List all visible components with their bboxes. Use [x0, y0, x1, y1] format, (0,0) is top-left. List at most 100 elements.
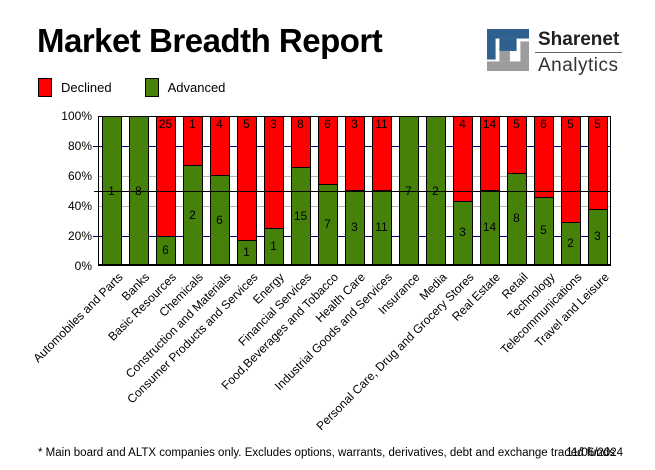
- advanced-segment: 11: [371, 190, 392, 265]
- advanced-value-label: 8: [135, 183, 142, 198]
- advanced-segment: 6: [209, 175, 230, 265]
- declined-value-label: 5: [567, 117, 574, 131]
- declined-segment: 5: [587, 116, 608, 210]
- advanced-segment: 2: [560, 222, 581, 265]
- declined-value-label: 3: [351, 117, 358, 131]
- declined-segment: 8: [290, 116, 311, 169]
- declined-swatch: [38, 78, 52, 97]
- advanced-value-label: 3: [594, 229, 601, 244]
- declined-segment: 11: [371, 116, 392, 191]
- declined-value-label: 14: [482, 117, 497, 131]
- x-axis-label: Automobiles and Parts: [30, 270, 126, 366]
- advanced-segment: 6: [155, 235, 176, 265]
- advanced-value-label: 3: [459, 225, 466, 240]
- advanced-segment: 15: [290, 167, 311, 265]
- y-axis-label: 20%: [67, 229, 92, 243]
- sharenet-logo-icon: [487, 29, 529, 71]
- sharenet-logo: Sharenet Analytics: [487, 29, 623, 76]
- logo-brand-sub: Analytics: [538, 55, 619, 76]
- advanced-value-label: 8: [513, 211, 520, 226]
- advanced-segment: 5: [533, 196, 554, 265]
- y-axis-label: 60%: [67, 169, 92, 183]
- advanced-segment: 3: [587, 208, 608, 265]
- advanced-segment: 7: [317, 184, 338, 265]
- declined-segment: 1: [182, 116, 203, 166]
- logo-text: Sharenet Analytics: [535, 29, 623, 76]
- advanced-value-label: 1: [108, 183, 115, 198]
- y-axis-label: 0%: [74, 259, 92, 273]
- declined-value-label: 3: [270, 117, 277, 131]
- advanced-value-label: 2: [189, 207, 196, 222]
- declined-value-label: 4: [459, 117, 466, 131]
- advanced-segment: 2: [182, 165, 203, 265]
- advanced-value-label: 6: [216, 212, 223, 227]
- bar-10: 11 11: [371, 116, 392, 266]
- legend-item-advanced: Advanced: [144, 78, 226, 97]
- advanced-value-label: 1: [243, 245, 250, 259]
- page-title: Market Breadth Report: [37, 22, 383, 59]
- advanced-value-label: 14: [482, 220, 497, 234]
- legend-item-declined: Declined: [38, 78, 112, 97]
- advanced-value-label: 2: [432, 183, 439, 198]
- advanced-segment: 3: [344, 190, 365, 265]
- declined-segment: 3: [263, 116, 284, 229]
- declined-value-label: 5: [513, 117, 520, 131]
- declined-segment: 5: [560, 116, 581, 224]
- declined-value-label: 4: [216, 117, 223, 131]
- advanced-value-label: 7: [324, 217, 331, 232]
- y-axis-label: 100%: [61, 109, 92, 123]
- advanced-value-label: 15: [293, 208, 308, 223]
- advanced-segment: 1: [236, 240, 257, 265]
- bar-14: 14 14: [479, 116, 500, 266]
- declined-value-label: 25: [158, 117, 173, 131]
- advanced-value-label: 5: [540, 223, 547, 238]
- declined-segment: 6: [317, 116, 338, 186]
- advanced-swatch: [144, 78, 159, 97]
- advanced-segment: 8: [506, 172, 527, 265]
- declined-value-label: 5: [594, 117, 601, 131]
- declined-segment: 3: [344, 116, 365, 191]
- declined-value-label: 5: [243, 117, 250, 131]
- declined-segment: 5: [506, 116, 527, 174]
- advanced-value-label: 11: [375, 220, 388, 234]
- advanced-segment: 1: [263, 227, 284, 265]
- advanced-segment: 3: [452, 200, 473, 265]
- logo-brand-name: Sharenet: [535, 29, 623, 53]
- declined-segment: 4: [452, 116, 473, 202]
- declined-segment: 14: [479, 116, 500, 191]
- advanced-value-label: 6: [162, 242, 169, 257]
- advanced-value-label: 7: [405, 183, 412, 198]
- declined-value-label: 8: [297, 117, 304, 131]
- declined-segment: 5: [236, 116, 257, 241]
- advanced-value-label: 3: [351, 220, 358, 234]
- y-axis-label: 80%: [67, 139, 92, 153]
- y-axis-label: 40%: [67, 199, 92, 213]
- legend-label-advanced: Advanced: [167, 80, 226, 95]
- chart-legend: Declined Advanced: [38, 78, 258, 97]
- declined-value-label: 6: [540, 117, 547, 131]
- plot-area: 1 8 25 6 1 2 4 6 5 1 3 1 8 15 6 7 3 3 11 11 7 2 4 3 14 14 5 8 6 5 5 2 5 3: [93, 116, 611, 266]
- advanced-value-label: 2: [567, 236, 574, 251]
- declined-value-label: 1: [189, 117, 196, 131]
- footnote: * Main board and ALTX companies only. Ex…: [38, 447, 615, 459]
- advanced-segment: 14: [479, 190, 500, 265]
- advanced-value-label: 1: [270, 238, 277, 253]
- declined-value-label: 11: [375, 117, 388, 131]
- legend-label-declined: Declined: [61, 80, 112, 95]
- declined-segment: 6: [533, 116, 554, 198]
- declined-segment: 4: [209, 116, 230, 176]
- declined-segment: 25: [155, 116, 176, 237]
- bar-2: 25 6: [155, 116, 176, 266]
- report-date: 11/06/2024: [566, 447, 623, 459]
